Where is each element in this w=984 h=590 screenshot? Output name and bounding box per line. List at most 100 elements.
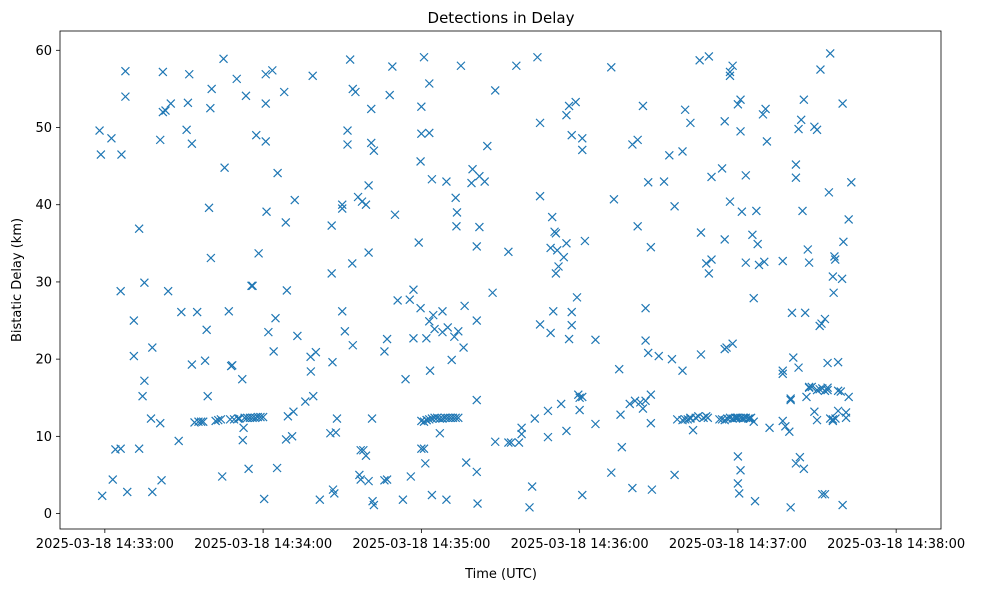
- data-point: [472, 316, 482, 325]
- data-point: [385, 90, 395, 100]
- data-point: [744, 414, 753, 424]
- data-point: [780, 421, 790, 431]
- data-point: [224, 306, 234, 316]
- data-point: [720, 235, 730, 244]
- data-point: [741, 258, 751, 268]
- data-point: [425, 366, 435, 376]
- data-point: [361, 451, 371, 461]
- data-point: [638, 404, 648, 413]
- data-point: [258, 412, 268, 422]
- data-point: [306, 367, 316, 376]
- data-point: [424, 79, 434, 88]
- data-point: [200, 356, 210, 366]
- data-point: [442, 495, 451, 505]
- data-point: [468, 164, 477, 174]
- data-point: [187, 139, 197, 149]
- y-tick-label: 10: [35, 430, 52, 445]
- data-point: [421, 333, 431, 343]
- data-point: [366, 138, 376, 148]
- data-point: [778, 256, 788, 266]
- data-point: [459, 343, 468, 352]
- data-point: [667, 354, 677, 364]
- data-point: [704, 52, 714, 61]
- data-point: [725, 197, 735, 207]
- data-point: [802, 392, 811, 402]
- data-point: [556, 399, 566, 409]
- data-point: [419, 52, 429, 62]
- data-point: [158, 67, 168, 77]
- data-point: [438, 306, 447, 316]
- data-point: [238, 435, 248, 445]
- data-point: [567, 320, 577, 330]
- data-point: [571, 97, 581, 107]
- data-point: [577, 392, 587, 402]
- data-point: [452, 208, 462, 217]
- data-point: [405, 295, 415, 305]
- data-point: [609, 194, 619, 204]
- y-axis: 0 10 20 30 40 50 60: [35, 44, 60, 522]
- data-point: [460, 301, 470, 311]
- data-point: [567, 307, 577, 317]
- data-point: [272, 463, 282, 473]
- x-tick-label: 2025-03-18 14:37:00: [669, 537, 807, 552]
- data-point: [641, 396, 650, 406]
- data-point: [562, 238, 571, 248]
- data-point: [380, 475, 389, 485]
- data-point: [824, 187, 834, 197]
- data-point: [147, 343, 157, 352]
- data-point: [762, 136, 772, 146]
- data-point: [833, 357, 843, 367]
- data-point: [161, 106, 170, 115]
- data-point: [749, 417, 759, 427]
- data-point: [830, 255, 840, 264]
- y-tick-label: 20: [35, 353, 52, 368]
- data-point: [269, 346, 279, 356]
- data-point: [828, 272, 838, 281]
- data-point: [514, 438, 524, 447]
- data-point: [424, 128, 434, 138]
- data-point: [535, 319, 545, 329]
- data-point: [551, 228, 561, 238]
- data-point: [414, 238, 424, 247]
- data-point: [192, 307, 202, 317]
- data-point: [736, 465, 745, 475]
- data-point: [812, 385, 822, 395]
- data-point: [625, 399, 635, 409]
- data-point: [337, 204, 347, 214]
- data-point: [254, 248, 264, 258]
- data-point: [554, 262, 563, 271]
- data-point: [535, 118, 545, 128]
- data-point: [804, 382, 814, 392]
- y-tick-label: 30: [35, 275, 52, 290]
- data-point: [259, 494, 269, 504]
- data-point: [182, 125, 192, 135]
- data-point: [846, 177, 856, 187]
- data-point: [833, 406, 843, 416]
- data-point: [838, 99, 848, 109]
- data-point: [691, 413, 701, 423]
- data-point: [825, 48, 835, 58]
- data-point: [351, 87, 360, 97]
- data-point: [577, 133, 587, 143]
- data-point: [765, 423, 774, 433]
- data-point: [572, 292, 582, 302]
- data-point: [659, 177, 669, 186]
- data-point: [664, 150, 674, 160]
- data-point: [606, 468, 616, 478]
- data-point: [815, 384, 825, 394]
- data-point: [108, 475, 118, 485]
- data-point: [416, 444, 426, 454]
- data-point: [646, 418, 656, 428]
- data-point: [158, 107, 168, 117]
- data-point: [239, 423, 249, 433]
- data-point: [812, 125, 822, 135]
- data-point: [337, 200, 347, 210]
- data-point: [591, 419, 600, 429]
- data-point: [490, 437, 500, 447]
- data-point: [129, 351, 139, 361]
- data-point: [198, 417, 208, 427]
- data-point: [443, 323, 453, 332]
- data-point: [308, 391, 318, 401]
- data-point: [641, 336, 650, 346]
- data-point: [753, 239, 763, 249]
